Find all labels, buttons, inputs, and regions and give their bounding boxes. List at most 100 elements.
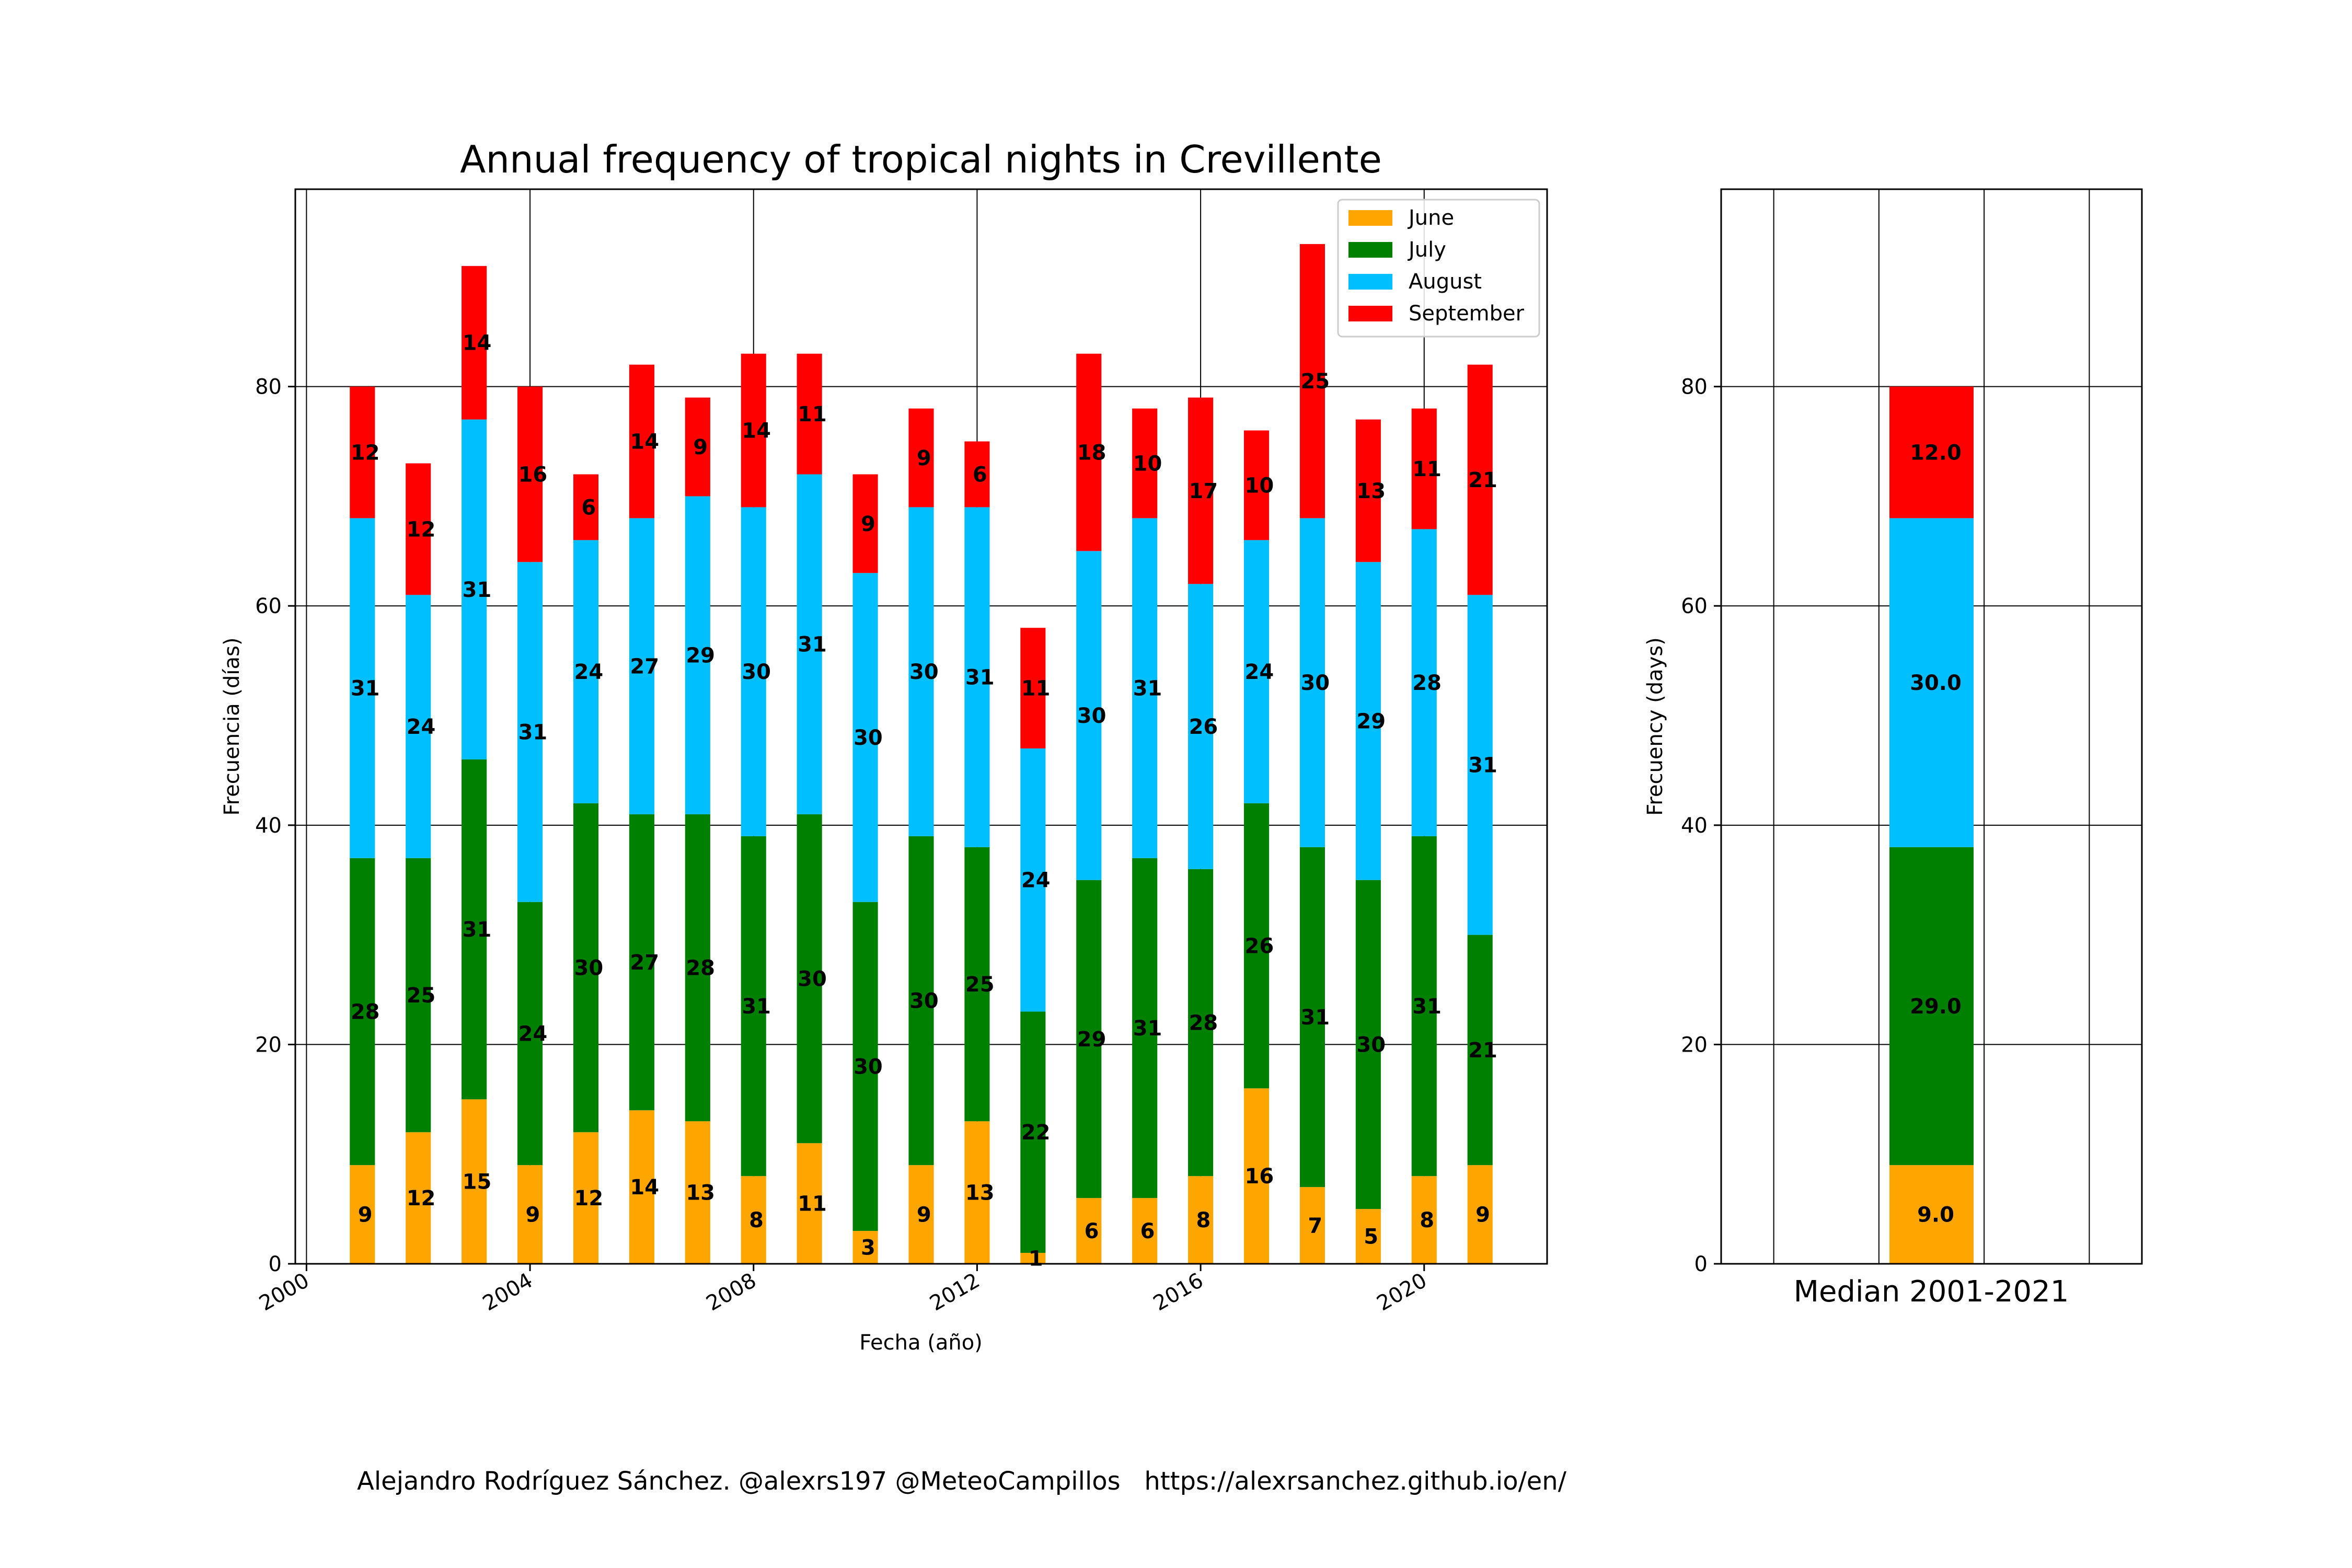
- bar-august-2006: [629, 518, 654, 814]
- bar-label-september-2015: 10: [1133, 452, 1162, 476]
- bar-label-august-2018: 30: [1300, 671, 1330, 695]
- main-title: Annual frequency of tropical nights in C…: [460, 137, 1382, 181]
- bar-july-2007: [685, 814, 710, 1122]
- main-bar-labels: 9283112122524121531311492431161230246142…: [351, 331, 1497, 1271]
- main-x-axis-label: Fecha (año): [859, 1331, 983, 1355]
- bar-label-august-2014: 30: [1077, 704, 1106, 728]
- bar-september-2011: [908, 408, 934, 508]
- bar-label-september-2002: 12: [407, 517, 436, 541]
- legend-swatch-august: [1348, 274, 1392, 290]
- bar-june-2002: [406, 1132, 431, 1264]
- bar-august-2004: [517, 562, 543, 902]
- bar-label-september-2012: 6: [973, 463, 987, 487]
- bar-july-2017: [1243, 803, 1270, 1089]
- bar-label-august-2009: 31: [798, 633, 827, 657]
- main-y-ticks: 0 20 40 60 80: [255, 375, 295, 1276]
- bar-july-2004: [517, 902, 543, 1166]
- median-bar-label-september: 12.0: [1910, 441, 1962, 465]
- bar-label-july-2005: 30: [574, 956, 603, 981]
- legend-label-august: August: [1409, 270, 1482, 294]
- bar-label-september-2011: 9: [917, 446, 931, 470]
- bar-july-2001: [350, 858, 375, 1166]
- bar-label-june-2014: 6: [1085, 1219, 1099, 1243]
- bar-july-2011: [908, 836, 934, 1166]
- bar-label-september-2008: 14: [742, 419, 771, 443]
- main-x-tick-label: 2012: [926, 1269, 984, 1316]
- bar-label-july-2004: 24: [518, 1022, 548, 1046]
- bar-july-2018: [1299, 847, 1325, 1187]
- bar-june-2005: [573, 1132, 599, 1264]
- bar-label-june-2002: 12: [407, 1186, 436, 1210]
- main-y-axis-label: Frecuencia (días): [220, 638, 244, 816]
- bar-july-2019: [1355, 880, 1381, 1209]
- bar-september-2017: [1243, 430, 1270, 540]
- bar-label-june-2010: 3: [861, 1236, 875, 1260]
- bar-august-2013: [1020, 748, 1046, 1012]
- bar-september-2018: [1299, 244, 1325, 518]
- bar-august-2012: [964, 507, 990, 847]
- legend-label-september: September: [1409, 302, 1525, 326]
- main-axes-frame: [294, 188, 1548, 1265]
- bar-september-2001: [350, 386, 375, 518]
- bar-september-2008: [741, 353, 766, 508]
- median-axes-frame: [1720, 188, 2143, 1265]
- bar-june-2013: [1020, 1253, 1046, 1264]
- bar-august-2018: [1299, 518, 1325, 847]
- bar-june-2019: [1355, 1209, 1381, 1264]
- main-chart: 9283112122524121531311492431161230246142…: [220, 137, 1548, 1355]
- bar-label-august-2013: 24: [1021, 869, 1051, 893]
- median-bar-label-august: 30.0: [1910, 671, 1962, 695]
- bar-label-july-2018: 31: [1300, 1006, 1330, 1030]
- bar-label-june-2007: 13: [686, 1181, 715, 1205]
- bar-august-2003: [462, 419, 487, 759]
- bar-label-august-2011: 30: [909, 660, 939, 684]
- bar-august-2001: [350, 518, 375, 858]
- bar-august-2017: [1243, 540, 1270, 803]
- bar-july-2021: [1467, 935, 1493, 1166]
- main-x-tick-label: 2004: [479, 1269, 537, 1316]
- median-y-tick-label: 60: [1681, 594, 1708, 618]
- median-bar-july: [1889, 847, 1974, 1166]
- bar-label-june-2016: 8: [1196, 1208, 1211, 1232]
- median-chart: 9.0 29.0 30.0 12.0 0 20 40 60 80 Median 2001-20…: [1643, 188, 2143, 1309]
- bar-label-july-2007: 28: [686, 956, 715, 981]
- bar-september-2002: [406, 463, 431, 595]
- main-y-tick-label: 20: [255, 1033, 282, 1057]
- median-y-tick-label: 20: [1681, 1033, 1708, 1057]
- bar-label-august-2005: 24: [574, 660, 603, 684]
- bar-september-2007: [685, 397, 710, 497]
- bar-september-2016: [1188, 397, 1214, 584]
- bar-label-september-2018: 25: [1300, 370, 1330, 394]
- bar-june-2011: [908, 1165, 934, 1264]
- bar-label-july-2015: 31: [1133, 1017, 1162, 1041]
- bar-label-june-2020: 8: [1420, 1208, 1434, 1232]
- bar-july-2015: [1132, 858, 1158, 1198]
- bar-june-2009: [797, 1143, 822, 1264]
- legend-swatch-june: [1348, 210, 1392, 226]
- bar-august-2008: [741, 507, 766, 836]
- bar-june-2016: [1188, 1176, 1214, 1264]
- bar-august-2007: [685, 496, 710, 814]
- bar-label-august-2015: 31: [1133, 677, 1162, 701]
- bar-september-2015: [1132, 408, 1158, 518]
- bar-july-2013: [1020, 1011, 1046, 1253]
- bar-september-2004: [517, 386, 543, 562]
- bar-june-2012: [964, 1121, 990, 1264]
- bar-june-2010: [852, 1231, 878, 1264]
- bar-august-2021: [1467, 595, 1493, 935]
- bar-label-july-2017: 26: [1245, 935, 1274, 959]
- bar-july-2010: [852, 902, 878, 1231]
- legend-box: [1337, 199, 1540, 338]
- bar-july-2006: [629, 814, 654, 1111]
- legend-swatch-july: [1348, 242, 1392, 258]
- bar-label-august-2002: 24: [407, 715, 436, 739]
- bar-august-2016: [1188, 584, 1214, 869]
- bar-june-2014: [1076, 1198, 1102, 1264]
- footer-credit: Alejandro Rodríguez Sánchez. @alexrs197 …: [357, 1467, 1567, 1496]
- bar-september-2020: [1411, 408, 1437, 529]
- bar-label-august-2012: 31: [965, 666, 995, 690]
- bar-august-2010: [852, 573, 878, 902]
- bar-label-july-2020: 31: [1412, 995, 1442, 1019]
- bar-june-2004: [517, 1165, 543, 1264]
